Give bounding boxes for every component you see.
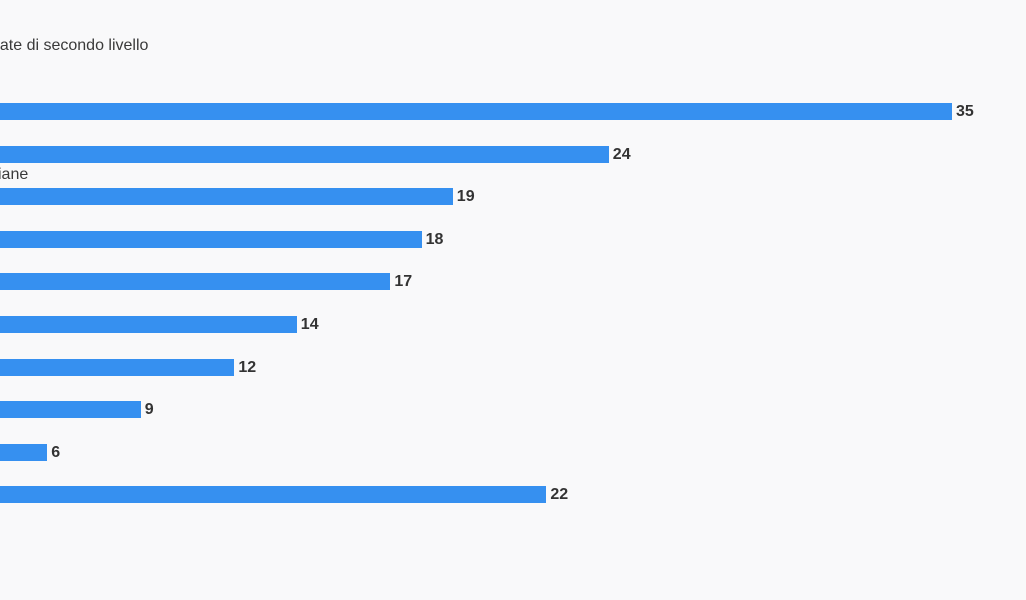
bar-value-label-1: 24 <box>612 146 631 163</box>
bar-4 <box>0 273 391 290</box>
bar-value-label-7: 9 <box>144 401 154 418</box>
bar-6 <box>0 359 235 376</box>
bar-2 <box>0 188 453 205</box>
bar-3 <box>0 231 422 248</box>
bar-9 <box>0 486 547 503</box>
bar-value-label-4: 17 <box>394 273 413 290</box>
bar-value-label-9: 22 <box>550 486 569 503</box>
bar-value-label-0: 35 <box>956 103 974 120</box>
bar-value-label-8: 6 <box>51 444 61 461</box>
category-label-2: iane <box>0 166 29 183</box>
bar-value-label-5: 14 <box>300 316 319 333</box>
bar-7 <box>0 401 141 418</box>
chart-subtitle: pate di secondo livello <box>0 37 149 54</box>
bar-0 <box>0 103 952 120</box>
bar-8 <box>0 444 48 461</box>
bar-value-label-6: 12 <box>238 359 257 376</box>
bar-1 <box>0 146 609 163</box>
bar-value-label-2: 19 <box>456 188 475 205</box>
bar-value-label-3: 18 <box>425 231 444 248</box>
bar-5 <box>0 316 297 333</box>
